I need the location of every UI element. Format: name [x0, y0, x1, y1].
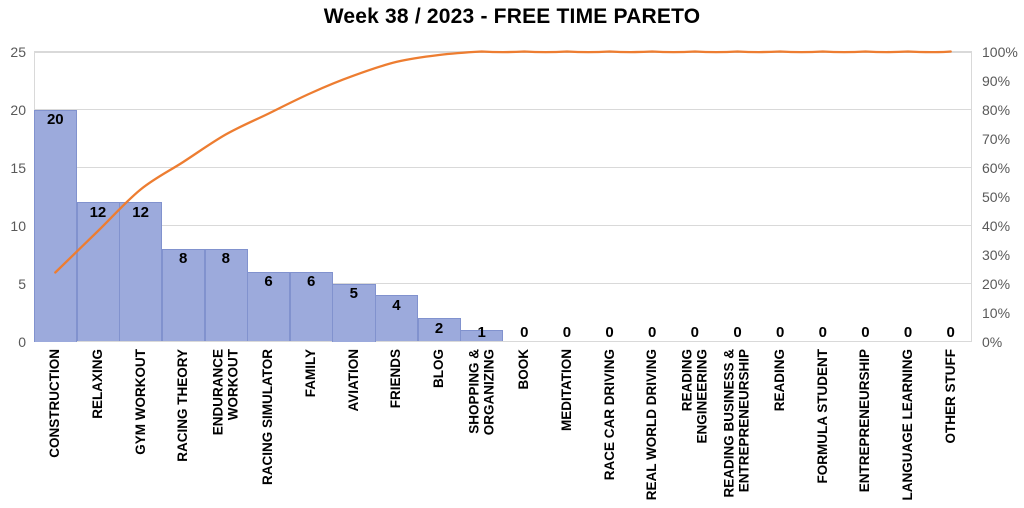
bar-value-label: 8 [221, 250, 231, 268]
bar-value-label: 0 [562, 324, 572, 341]
category-cell: LANGUAGE LEARNING [887, 349, 930, 508]
category-label: RACE CAR DRIVING [601, 349, 617, 481]
category-cell: RACING SIMULATOR [247, 349, 290, 508]
bar-value-label: 0 [861, 324, 870, 341]
category-cell: CONSTRUCTION [34, 349, 77, 508]
bar-value-label: 1 [477, 324, 486, 341]
category-label: MEDITATION [558, 349, 574, 431]
bar-value-label: 0 [520, 324, 529, 341]
category-label: FRIENDS [388, 349, 404, 409]
y-axis-tick-right: 50% [982, 188, 1011, 205]
bar-value-label: 6 [306, 273, 316, 291]
category-cell: READING BUSINESS & ENTREPRENEURSHIP [716, 349, 759, 508]
bar [34, 109, 78, 342]
category-cell: ENDURANCE WORKOUT [205, 349, 248, 508]
bar-value-label: 12 [89, 203, 107, 221]
y-axis-tick-right: 40% [982, 217, 1011, 234]
bar-value-label: 0 [775, 324, 785, 341]
chart-title: Week 38 / 2023 - FREE TIME PARETO [323, 5, 701, 28]
y-axis-tick-right: 30% [982, 246, 1011, 263]
gridline [34, 341, 972, 342]
category-label: OTHER STUFF [942, 349, 958, 444]
category-cell: GYM WORKOUT [119, 349, 162, 508]
bar-value-label: 0 [818, 324, 827, 341]
category-label: RACING SIMULATOR [260, 349, 276, 485]
y-axis-tick-right: 10% [982, 304, 1011, 321]
bar [332, 283, 376, 342]
category-label: FORMULA STUDENT [814, 349, 830, 484]
y-axis-tick-right: 80% [982, 101, 1011, 118]
category-cell: FAMILY [290, 349, 333, 508]
y-axis-tick-right: 100% [982, 43, 1018, 60]
category-label: LANGUAGE LEARNING [899, 349, 915, 501]
bar-value-label: 5 [349, 285, 358, 302]
y-axis-tick-left: 20 [10, 101, 26, 118]
category-cell: RACING THEORY [162, 349, 205, 508]
category-label: SHOPPING & ORGANIZING [466, 349, 496, 436]
category-label: GYM WORKOUT [132, 349, 148, 455]
category-label: ENTREPRENEURSHIP [857, 349, 873, 493]
category-cell: MEDITATION [546, 349, 589, 508]
bar-value-label: 20 [46, 111, 64, 128]
category-cell: READING [759, 349, 802, 508]
category-label: AVIATION [345, 349, 361, 412]
bar-value-label: 0 [946, 324, 955, 341]
category-cell: RACE CAR DRIVING [588, 349, 631, 508]
bar [119, 202, 163, 342]
category-label: BLOG [430, 349, 446, 388]
bar-value-label: 2 [434, 319, 444, 337]
y-axis-tick-right: 70% [982, 130, 1011, 147]
category-label: ENDURANCE WORKOUT [210, 349, 240, 436]
bar-value-label: 6 [264, 273, 273, 291]
y-axis-tick-left: 10 [10, 217, 26, 234]
bar-value-label: 0 [648, 324, 657, 341]
bar-value-label: 12 [132, 203, 149, 221]
bar [460, 329, 504, 342]
bar-value-label: 0 [605, 324, 614, 341]
category-cell: BOOK [503, 349, 546, 508]
category-label: BOOK [516, 349, 532, 390]
category-label: FAMILY [302, 349, 318, 398]
y-axis-tick-right: 20% [982, 275, 1011, 292]
bar [76, 202, 120, 342]
y-axis-tick-left: 5 [18, 275, 26, 292]
gridline [34, 283, 972, 284]
bar [417, 318, 461, 342]
bar-value-label: 0 [690, 324, 700, 341]
category-label: REAL WORLD DRIVING [643, 349, 659, 501]
y-axis-tick-left: 25 [10, 43, 26, 60]
category-cell: RELAXING [77, 349, 120, 508]
y-axis-tick-left: 15 [10, 159, 26, 176]
bar-value-label: 8 [179, 250, 188, 268]
category-cell: FRIENDS [375, 349, 418, 508]
bar [247, 271, 291, 342]
category-label: CONSTRUCTION [47, 349, 63, 458]
bar-value-label: 0 [903, 324, 913, 341]
y-axis-tick-right: 60% [982, 159, 1011, 176]
category-label: RACING THEORY [174, 349, 190, 462]
category-cell: AVIATION [332, 349, 375, 508]
category-label: READING BUSINESS & ENTREPRENEURSHIP [721, 349, 752, 498]
category-label: RELAXING [89, 349, 105, 419]
category-cell: READING ENGINEERING [674, 349, 717, 508]
category-cell: REAL WORLD DRIVING [631, 349, 674, 508]
category-label: READING [771, 349, 787, 412]
bar [289, 271, 333, 342]
y-axis-tick-right: 0% [982, 333, 1003, 350]
bar-value-label: 0 [733, 324, 742, 341]
category-cell: OTHER STUFF [929, 349, 972, 508]
category-cell: FORMULA STUDENT [801, 349, 844, 508]
category-cell: SHOPPING & ORGANIZING [460, 349, 503, 508]
category-label: READING ENGINEERING [679, 349, 709, 444]
bar [375, 295, 419, 342]
y-axis-tick-left: 0 [18, 333, 26, 350]
bar-value-label: 4 [392, 296, 401, 314]
category-cell: ENTREPRENEURSHIP [844, 349, 887, 508]
y-axis-tick-right: 90% [982, 72, 1011, 89]
category-cell: BLOG [418, 349, 461, 508]
